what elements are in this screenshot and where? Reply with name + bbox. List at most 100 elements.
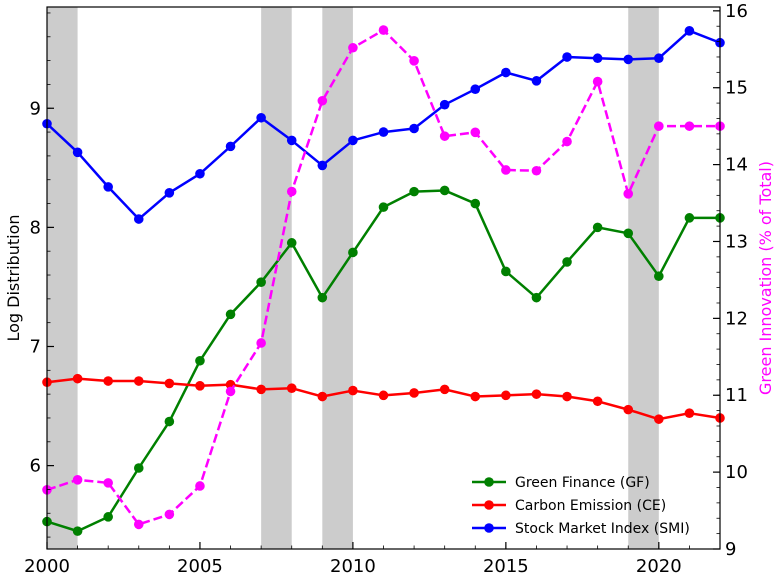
data-point [286,186,297,197]
data-point [348,42,358,53]
data-point [592,76,603,87]
data-point [348,385,358,396]
data-point [256,384,266,395]
data-point [501,390,511,401]
data-point [531,76,542,86]
data-point [654,121,664,131]
y-tick-label-left: 7 [30,336,41,357]
data-point [317,160,328,171]
data-point [133,376,144,386]
data-point [72,526,83,536]
data-point [317,391,328,402]
x-tick-label: 2000 [24,556,70,577]
data-point [378,127,389,137]
legend-marker [484,500,494,510]
data-point [409,388,419,398]
data-point [256,112,266,123]
legend: Green Finance (GF) Carbon Emission (CE) St… [472,475,690,537]
legend-label: Green Finance (GF) [515,475,650,491]
y-tick-label-right: 16 [725,1,748,22]
y-tick-label-right: 15 [725,78,748,99]
data-point [592,53,603,64]
data-point [654,414,664,424]
data-point [348,247,358,258]
data-point [195,168,205,179]
data-point [195,481,205,491]
data-point [501,266,511,277]
data-point [256,338,266,348]
y-tick-label-right: 10 [725,462,748,483]
data-point [72,373,83,384]
data-point [439,131,450,141]
x-tick-label: 2010 [330,556,376,577]
data-point [103,182,113,192]
y-tick-label-right: 11 [725,385,748,406]
data-point [470,84,481,94]
data-point [470,127,481,138]
data-point [562,391,572,402]
plot-frame [46,6,721,550]
legend-marker [484,477,494,487]
shaded-period [322,7,353,549]
data-point [684,26,695,36]
data-point [562,136,572,147]
y-tick-label-left: 6 [30,456,41,477]
data-point [409,56,419,66]
data-point [378,25,389,35]
shaded-period [628,7,659,549]
data-point [531,165,542,176]
data-point [623,189,634,199]
data-point [439,185,450,196]
data-point [531,292,542,303]
legend-label: Stock Market Index (SMI) [515,521,690,537]
data-point [684,213,695,223]
data-point [501,67,511,78]
x-tick-label: 2020 [636,556,682,577]
x-tick-label: 2005 [177,556,223,577]
data-point [133,463,144,473]
data-point [562,257,572,267]
data-point [164,416,175,427]
data-point [592,396,603,407]
data-point [286,238,297,248]
data-point [439,384,450,395]
data-point [195,355,205,366]
y-tick-label-right: 9 [725,539,736,560]
data-point [623,228,634,239]
data-point [409,186,419,197]
y-axis-label-right: Green Innovation (% of Total) [756,161,775,395]
data-point [317,95,328,106]
data-point [409,123,419,134]
data-point [164,509,175,520]
data-point [562,52,572,62]
data-point [470,391,481,402]
y-tick-label-right: 14 [725,155,748,176]
shaded-period [261,7,292,549]
data-point [684,408,695,419]
data-point [256,277,266,287]
shaded-periods [47,7,659,549]
data-point [501,165,511,175]
series-group [42,25,725,536]
series-line-3 [46,28,720,526]
data-point [133,214,144,224]
data-point [164,188,175,198]
data-point [654,53,664,64]
data-point [317,292,328,303]
data-point [195,381,205,391]
data-point [623,404,634,415]
data-point [592,222,603,233]
data-point [133,519,144,530]
data-point [623,54,634,65]
y-tick-label-left: 8 [30,217,41,238]
data-point [531,389,542,399]
data-point [286,135,297,146]
data-point [72,147,83,158]
data-point [348,135,358,146]
data-point [439,99,450,110]
y-axis-label-left: Log Distribution [4,214,23,341]
y-tick-label-right: 12 [725,308,748,329]
data-point [654,271,664,282]
y-tick-label-right: 13 [725,231,748,252]
